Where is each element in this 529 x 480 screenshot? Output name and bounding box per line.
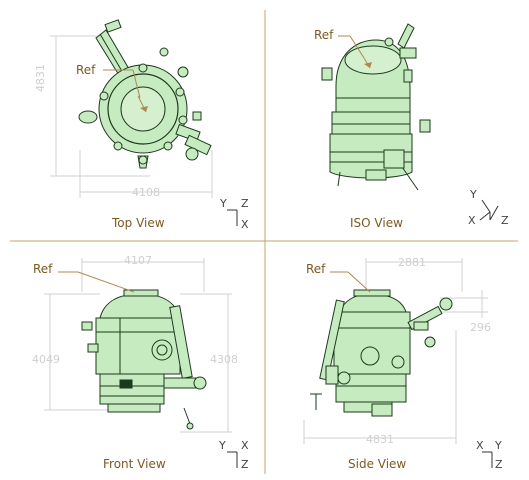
top-view-model — [50, 19, 213, 198]
iso-axis-y: Y — [470, 188, 477, 201]
top-axis-y: Y — [220, 197, 227, 210]
front-view-dim-right-height: 4308 — [210, 353, 238, 366]
iso-ref-leader-2 — [349, 35, 365, 59]
front-view-model — [44, 258, 232, 433]
front-view-dim-width: 4107 — [124, 254, 152, 267]
side-view-dim-right: 296 — [470, 321, 491, 334]
side-axis-x: X — [476, 439, 484, 452]
front-axis-z: Z — [241, 458, 249, 471]
top-view-dim-width: 4108 — [132, 186, 160, 199]
side-view-dim-top: 2881 — [398, 256, 426, 269]
top-view-title: Top View — [112, 216, 165, 230]
front-axis-y: Y — [219, 439, 226, 452]
top-view-dimension-lines — [50, 35, 213, 198]
top-axis-x: X — [241, 218, 249, 231]
axis-triads — [227, 199, 499, 468]
side-view-dimension-lines — [303, 258, 488, 444]
top-axis-z: Z — [241, 197, 249, 210]
front-axis-x: X — [241, 439, 249, 452]
side-ref-leader-2 — [347, 271, 371, 293]
iso-axis-x: X — [468, 214, 476, 227]
top-ref-leader-2 — [132, 69, 141, 99]
front-view-ref-label: Ref — [33, 262, 53, 276]
top-view-dim-height: 4831 — [34, 64, 47, 92]
side-view-dim-bottom: 4831 — [366, 433, 394, 446]
iso-view-model — [321, 23, 431, 191]
iso-axis-z: Z — [501, 214, 509, 227]
iso-view-title: ISO View — [350, 216, 403, 230]
top-view-ref-label: Ref — [76, 63, 96, 77]
side-view-ref-label: Ref — [306, 262, 326, 276]
front-ref-leader-2 — [77, 271, 135, 293]
side-axis-y: Y — [495, 439, 502, 452]
iso-view-ref-label: Ref — [314, 28, 334, 42]
side-axis-z: Z — [495, 458, 503, 471]
front-view-dim-left-height: 4049 — [32, 353, 60, 366]
side-view-model — [303, 258, 488, 444]
side-view-title: Side View — [348, 457, 407, 471]
front-view-dimension-lines — [44, 258, 232, 433]
front-view-title: Front View — [103, 457, 166, 471]
